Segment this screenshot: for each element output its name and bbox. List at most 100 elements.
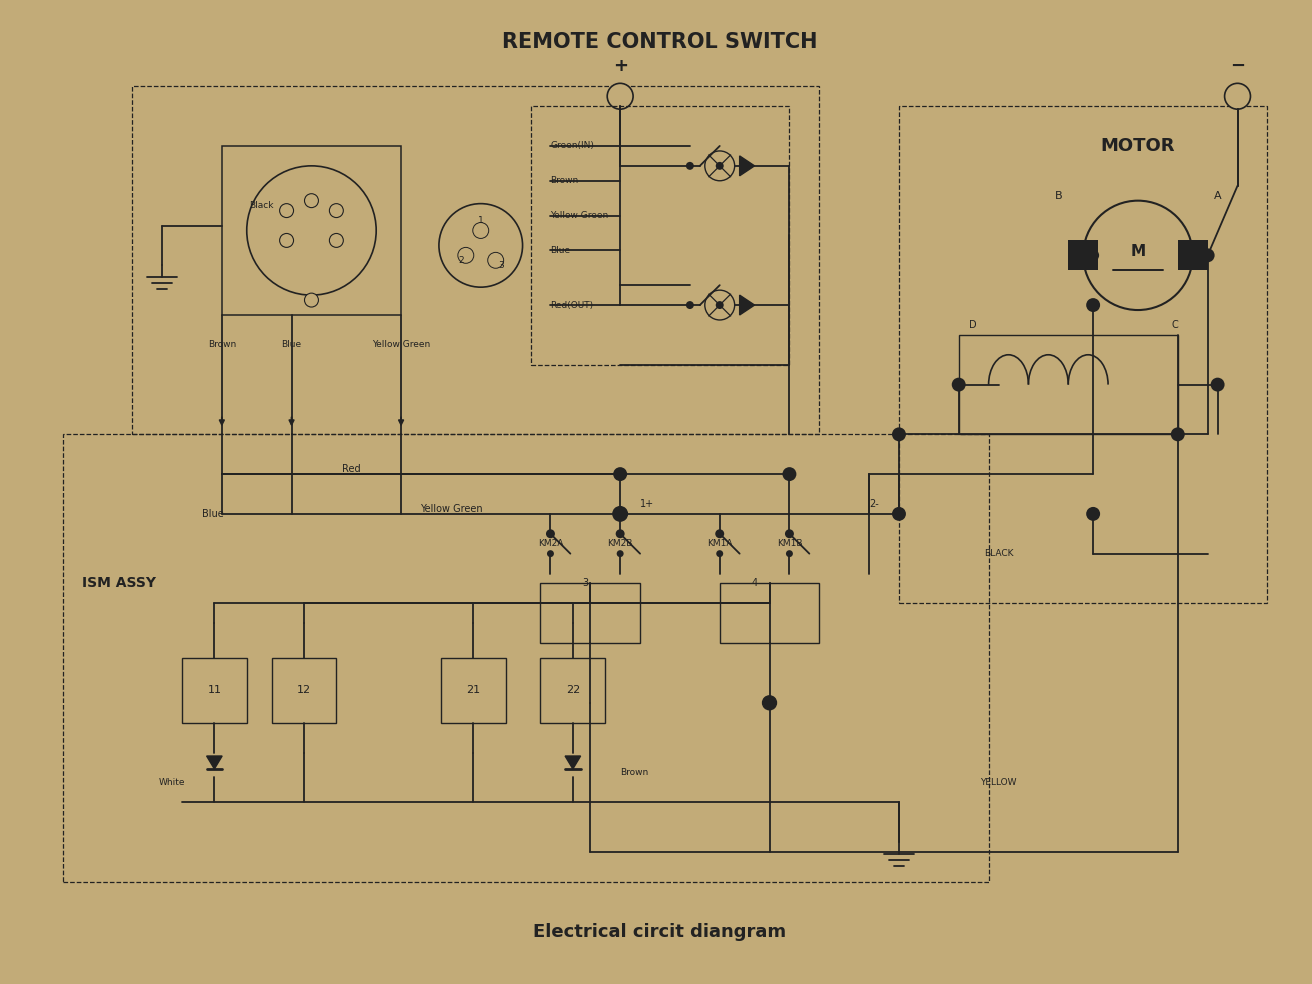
Text: 12: 12 bbox=[297, 686, 311, 696]
Text: MOTOR: MOTOR bbox=[1101, 137, 1176, 154]
Circle shape bbox=[617, 550, 623, 557]
Circle shape bbox=[686, 301, 694, 309]
Bar bbox=[541, 658, 605, 722]
Circle shape bbox=[279, 204, 294, 217]
Circle shape bbox=[615, 529, 625, 538]
Text: KM2A: KM2A bbox=[538, 539, 563, 548]
Circle shape bbox=[892, 507, 907, 521]
Circle shape bbox=[785, 529, 794, 538]
Bar bbox=[541, 584, 640, 644]
Text: −: − bbox=[1229, 57, 1245, 76]
Text: ISM ASSY: ISM ASSY bbox=[83, 577, 156, 590]
Circle shape bbox=[546, 529, 555, 538]
Text: KM2B: KM2B bbox=[607, 539, 632, 548]
Text: Green(IN): Green(IN) bbox=[551, 142, 594, 151]
Circle shape bbox=[458, 247, 474, 264]
Circle shape bbox=[1086, 298, 1099, 312]
Circle shape bbox=[1170, 427, 1185, 441]
Text: Blue: Blue bbox=[202, 509, 223, 519]
Text: Electrical circit diangram: Electrical circit diangram bbox=[534, 923, 787, 941]
Circle shape bbox=[279, 233, 294, 247]
Text: 21: 21 bbox=[466, 686, 480, 696]
Circle shape bbox=[613, 467, 627, 481]
Bar bbox=[1178, 240, 1207, 271]
Circle shape bbox=[782, 467, 796, 481]
Circle shape bbox=[951, 378, 966, 392]
Text: KM1A: KM1A bbox=[707, 539, 732, 548]
Text: Red: Red bbox=[342, 464, 361, 474]
Text: B: B bbox=[1055, 191, 1063, 201]
Text: Brown: Brown bbox=[551, 176, 579, 185]
Circle shape bbox=[472, 222, 488, 238]
Text: 3: 3 bbox=[497, 261, 504, 270]
Text: 2-: 2- bbox=[869, 499, 879, 509]
Bar bbox=[530, 106, 790, 365]
Text: 2: 2 bbox=[458, 256, 463, 265]
Text: White: White bbox=[159, 777, 185, 787]
Text: 1: 1 bbox=[478, 216, 484, 225]
Circle shape bbox=[304, 194, 319, 208]
Circle shape bbox=[716, 550, 723, 557]
Polygon shape bbox=[740, 155, 754, 176]
Bar bbox=[63, 434, 988, 882]
Circle shape bbox=[329, 233, 344, 247]
Text: C: C bbox=[1172, 320, 1178, 330]
Text: Red(OUT): Red(OUT) bbox=[551, 300, 593, 310]
Text: Blue: Blue bbox=[551, 246, 571, 255]
Circle shape bbox=[547, 550, 554, 557]
Bar bbox=[182, 658, 247, 722]
Bar bbox=[899, 106, 1267, 603]
Circle shape bbox=[1084, 201, 1193, 310]
Circle shape bbox=[892, 427, 907, 441]
Circle shape bbox=[488, 252, 504, 269]
Circle shape bbox=[304, 293, 319, 307]
Bar bbox=[959, 335, 1178, 434]
Text: D: D bbox=[968, 320, 976, 330]
Bar bbox=[441, 658, 505, 722]
Text: YELLOW: YELLOW bbox=[980, 777, 1017, 787]
Bar bbox=[133, 87, 819, 434]
Bar bbox=[272, 658, 336, 722]
Text: 1+: 1+ bbox=[640, 499, 655, 509]
Circle shape bbox=[613, 507, 627, 521]
Text: Blue: Blue bbox=[282, 340, 302, 349]
Circle shape bbox=[607, 84, 634, 109]
Bar bbox=[720, 584, 819, 644]
Circle shape bbox=[1086, 507, 1099, 521]
Bar bbox=[1068, 240, 1098, 271]
Circle shape bbox=[1224, 84, 1250, 109]
Text: Yellow Green: Yellow Green bbox=[373, 340, 430, 349]
Circle shape bbox=[1211, 378, 1224, 392]
Text: Yellow Green: Yellow Green bbox=[420, 504, 483, 514]
Text: 3: 3 bbox=[583, 579, 588, 588]
Text: 4: 4 bbox=[752, 579, 757, 588]
Circle shape bbox=[1088, 249, 1099, 262]
Text: M: M bbox=[1131, 244, 1145, 259]
Text: REMOTE CONTROL SWITCH: REMOTE CONTROL SWITCH bbox=[502, 31, 817, 51]
Circle shape bbox=[1202, 249, 1214, 262]
Text: +: + bbox=[613, 57, 627, 76]
Circle shape bbox=[716, 162, 724, 170]
Text: 22: 22 bbox=[565, 686, 580, 696]
Circle shape bbox=[1200, 248, 1215, 263]
Text: A: A bbox=[1214, 191, 1221, 201]
Text: Brown: Brown bbox=[621, 768, 648, 777]
Text: Black: Black bbox=[249, 201, 274, 211]
Text: BLACK: BLACK bbox=[984, 549, 1013, 558]
Circle shape bbox=[584, 696, 597, 709]
Circle shape bbox=[705, 290, 735, 320]
Circle shape bbox=[716, 301, 724, 309]
Circle shape bbox=[686, 162, 694, 170]
Circle shape bbox=[440, 204, 522, 287]
Circle shape bbox=[762, 696, 777, 709]
Text: KM1B: KM1B bbox=[777, 539, 802, 548]
Bar bbox=[222, 146, 401, 315]
Circle shape bbox=[329, 204, 344, 217]
Polygon shape bbox=[206, 756, 222, 769]
Circle shape bbox=[705, 151, 735, 181]
Text: Yellow Green: Yellow Green bbox=[551, 212, 609, 220]
Polygon shape bbox=[740, 295, 754, 315]
Text: Brown: Brown bbox=[207, 340, 236, 349]
Circle shape bbox=[786, 550, 792, 557]
Polygon shape bbox=[565, 756, 581, 769]
